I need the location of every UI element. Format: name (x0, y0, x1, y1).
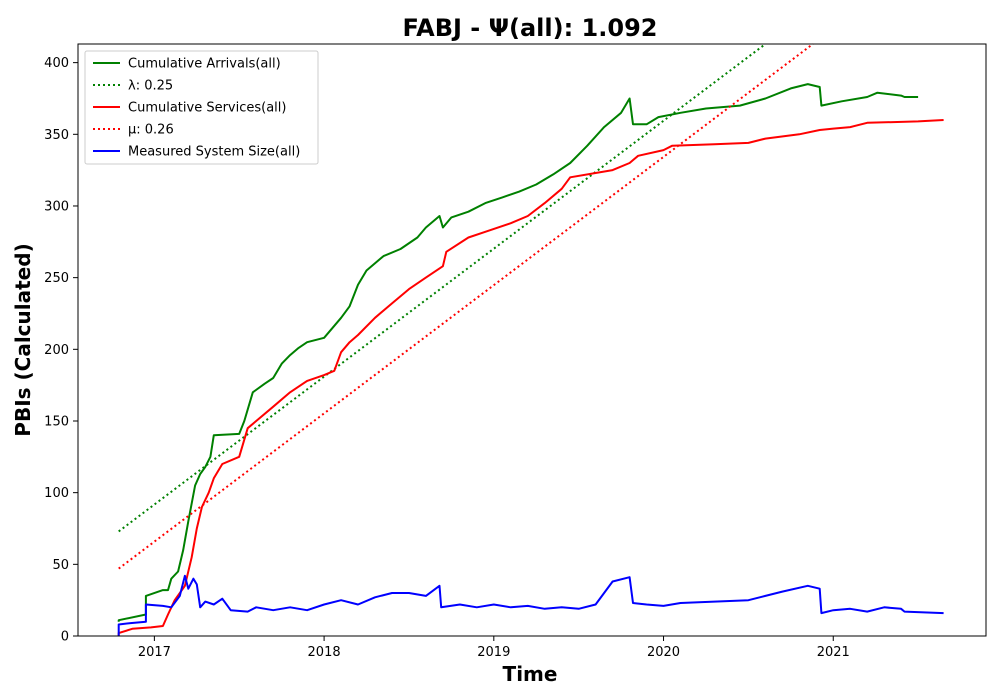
y-tick-label: 50 (52, 558, 69, 573)
series-line-3 (118, 43, 814, 570)
y-tick-label: 150 (44, 414, 69, 429)
y-tick-label: 250 (44, 271, 69, 286)
series-line-0 (117, 83, 919, 622)
chart-title: FABJ - Ψ(all): 1.092 (403, 14, 658, 42)
series-line-2 (117, 119, 944, 636)
x-tick-label: 2021 (817, 645, 850, 660)
x-tick-label: 2019 (477, 645, 510, 660)
x-axis-label: Time (503, 662, 558, 686)
y-tick-label: 350 (44, 128, 69, 143)
x-tick-label: 2017 (138, 645, 171, 660)
legend-label-0: Cumulative Arrivals(all) (128, 57, 281, 72)
y-tick-label: 100 (44, 486, 69, 501)
series-line-4 (117, 574, 944, 636)
legend: Cumulative Arrivals(all) λ: 0.25 Cumulativ… (84, 50, 319, 165)
y-tick-label: 200 (44, 343, 69, 358)
y-axis: 0 50 100 150 200 250 300 350 400 (44, 56, 78, 645)
x-tick-label: 2020 (647, 645, 680, 660)
plot-frame (77, 43, 987, 637)
y-tick-label: 300 (44, 199, 69, 214)
legend-label-4: Measured System Size(all) (128, 145, 300, 160)
x-axis: 2017 2018 2019 2020 2021 (138, 636, 850, 660)
y-axis-label: PBIs (Calculated) (11, 243, 35, 436)
y-tick-label: 400 (44, 56, 69, 71)
y-tick-label: 0 (61, 630, 69, 645)
legend-label-3: μ: 0.26 (128, 123, 174, 138)
legend-label-1: λ: 0.25 (128, 79, 173, 94)
legend-box (84, 50, 319, 165)
legend-label-2: Cumulative Services(all) (128, 101, 286, 116)
x-tick-label: 2018 (308, 645, 341, 660)
series-layer (117, 43, 944, 636)
